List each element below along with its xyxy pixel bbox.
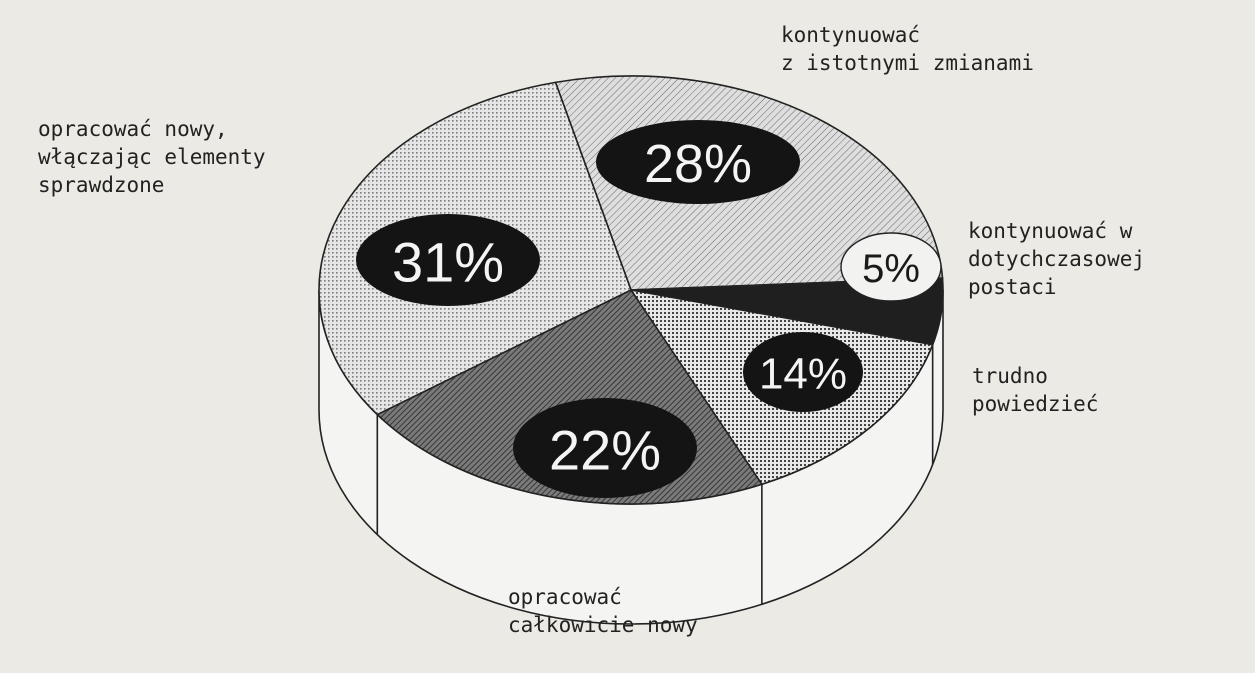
value-badge <box>743 332 863 412</box>
value-label: 28% <box>644 134 752 194</box>
pie-category-labels: kontynuować z istotnymi zmianami kontynuow… <box>38 23 1145 637</box>
value-label: 31% <box>392 231 504 294</box>
value-badge <box>840 232 942 302</box>
value-label: 5% <box>862 247 920 291</box>
category-label: kontynuować w dotychczasowej postaci <box>968 219 1145 299</box>
value-label: 22% <box>549 419 661 482</box>
category-label: opracować całkowicie nowy <box>508 585 698 637</box>
category-label: opracować nowy, włączając elementy sprawdz… <box>38 117 266 197</box>
category-label: kontynuować z istotnymi zmianami <box>781 23 1034 75</box>
pie-value-badges: 28% 5% 14% 22% 31% <box>356 120 942 498</box>
category-label: trudno powiedzieć <box>972 364 1098 416</box>
value-badge <box>596 120 800 204</box>
value-badge <box>356 214 540 306</box>
value-label: 14% <box>759 350 847 399</box>
value-badge <box>513 398 697 498</box>
